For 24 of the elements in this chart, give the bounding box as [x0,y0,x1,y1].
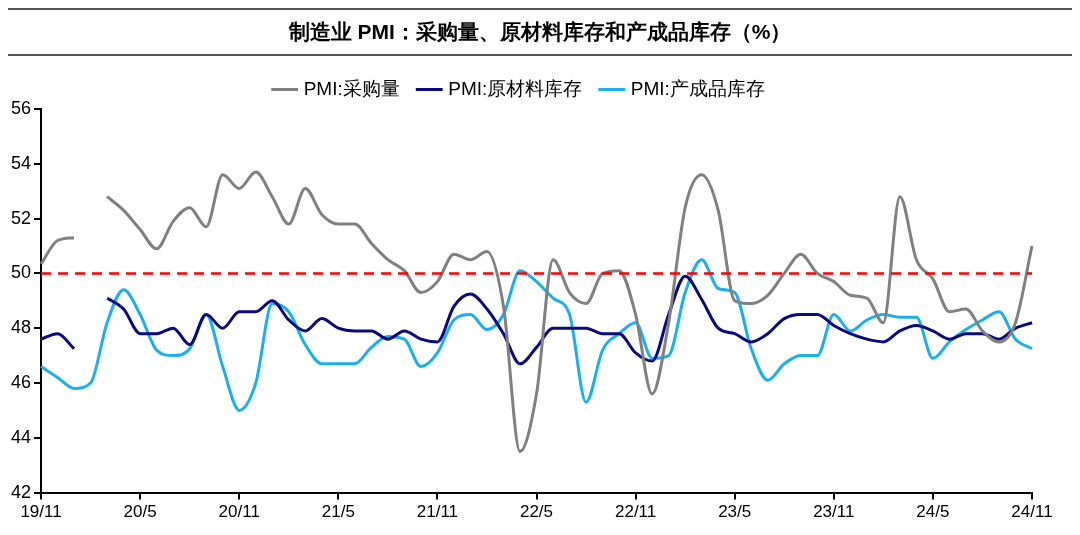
legend-label: PMI:原材料库存 [448,77,583,99]
x-tick-label: 22/11 [614,502,657,522]
x-tick-label: 21/11 [416,502,459,522]
line-series [39,258,1034,412]
x-tick-label: 21/5 [321,502,355,522]
legend-label: PMI:采购量 [303,77,400,99]
y-tick-label: 48 [10,317,32,338]
y-tick-label: 42 [10,481,32,502]
x-tick-label: 24/5 [916,502,950,522]
x-tick-label: 19/11 [20,502,62,522]
chart-title: 制造业 PMI：采购量、原材料库存和产成品库存（%） [8,8,1072,56]
legend-label: PMI:产成品库存 [630,77,765,99]
y-tick-label: 50 [10,262,32,283]
x-tick-label: 20/11 [218,502,260,522]
x-tick-label: 22/5 [519,502,554,522]
y-tick-label: 52 [10,207,32,228]
x-tick-label: 23/11 [813,502,855,522]
y-tick-label: 46 [10,371,32,392]
x-tick-label: 24/11 [1011,502,1053,522]
y-tick-label: 56 [10,97,32,118]
x-tick-label: 23/5 [718,502,752,522]
y-tick-label: 54 [10,152,32,173]
y-tick-label: 44 [10,426,32,447]
x-tick-label: 20/5 [123,502,157,522]
